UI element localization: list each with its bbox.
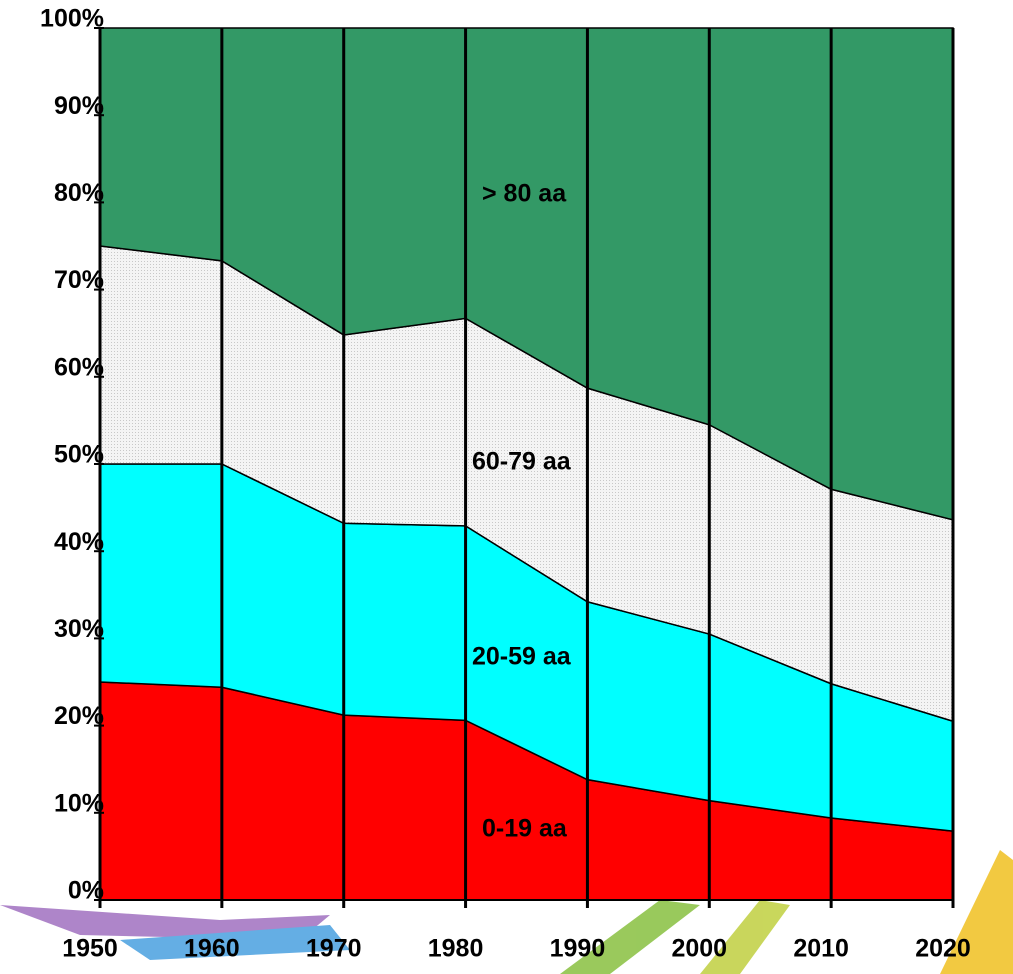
y-tick-label: 20%: [54, 702, 104, 730]
y-tick-label: 100%: [40, 5, 104, 33]
x-tick-label: 1970: [306, 935, 362, 963]
x-tick-label: 1950: [62, 935, 118, 963]
x-tick-label: 2010: [793, 935, 849, 963]
y-tick-label: 90%: [54, 92, 104, 120]
x-tick-label: 1990: [550, 935, 606, 963]
y-tick-label: 10%: [54, 789, 104, 817]
x-tick-label: 1960: [184, 935, 240, 963]
y-tick-label: 50%: [54, 441, 104, 469]
y-tick-label: 60%: [54, 353, 104, 381]
series-label: > 80 aa: [482, 180, 567, 208]
y-tick-label: 30%: [54, 615, 104, 643]
x-tick-label: 2020: [915, 935, 971, 963]
series-label: 60-79 aa: [472, 448, 572, 476]
series-label: 0-19 aa: [482, 815, 568, 843]
x-tick-label: 1980: [428, 935, 484, 963]
y-tick-label: 70%: [54, 266, 104, 294]
y-tick-label: 80%: [54, 179, 104, 207]
y-tick-label: 40%: [54, 528, 104, 556]
y-tick-label: 0%: [68, 877, 104, 905]
decoration: [0, 850, 1013, 974]
series-label: 20-59 aa: [472, 643, 572, 671]
x-tick-label: 2000: [671, 935, 727, 963]
